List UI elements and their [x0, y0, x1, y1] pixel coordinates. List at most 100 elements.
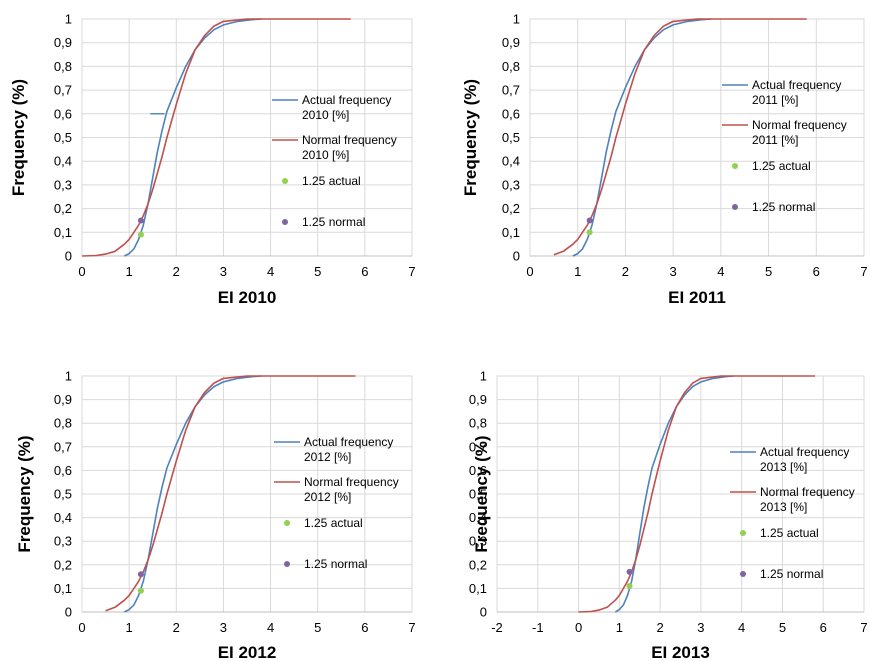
- x-tick-label: 1: [126, 264, 133, 279]
- x-tick-label: 4: [267, 620, 274, 635]
- x-tick-label: 1: [574, 264, 581, 279]
- y-tick-label: 0,7: [54, 83, 72, 98]
- chart-2: 0 0,1 0,2 0,3 0,4 0,5 0,6 0,7 0,8 0,9 1 0 1 2 3 4 5 6 7 EI …: [461, 12, 868, 308]
- x-axis-title: EI 2012: [218, 643, 277, 661]
- y-tick-label: 0,7: [54, 439, 72, 454]
- y-tick-label: 0,3: [502, 177, 520, 192]
- x-tick-label: 3: [220, 620, 227, 635]
- chart-1: 0 0,1 0,2 0,3 0,4 0,5 0,6 0,7 0,8 0,9 1 0 1 2 3 4 5 6 7 EI …: [9, 12, 416, 308]
- chart-4: 0 0,1 0,2 0,3 0,4 0,5 0,6 0,7 0,8 0,9 1 -2 -1 0 1 2 3 4 5 6…: [469, 369, 868, 661]
- y-tick-label: 0,4: [469, 510, 487, 525]
- y-axis-title: Frequency (%): [15, 435, 34, 552]
- legend-dot-actual-swatch: [282, 178, 288, 184]
- actual-frequency-line: [124, 375, 262, 613]
- legend-dot-normal-label: 1.25 normal: [302, 215, 365, 229]
- actual-frequency-line: [572, 18, 712, 257]
- y-tick-label: 0: [65, 249, 72, 264]
- data-point-actual: [137, 231, 144, 238]
- y-tick-label: 0,8: [469, 416, 487, 431]
- legend-normal-label: 2010 [%]: [302, 148, 349, 162]
- legend-actual-label: 2010 [%]: [302, 108, 349, 122]
- x-tick-label: 1: [616, 620, 623, 635]
- x-tick-label: 4: [738, 620, 745, 635]
- x-tick-label: 6: [361, 264, 368, 279]
- y-tick-label: 0,9: [502, 35, 520, 50]
- legend-normal-label: 2013 [%]: [760, 500, 807, 514]
- x-axis-title: EI 2010: [218, 288, 277, 307]
- x-tick-label: 3: [220, 264, 227, 279]
- chart-3: 0 0,1 0,2 0,3 0,4 0,5 0,6 0,7 0,8 0,9 1 0 1 2 3 4 5 6 7 EI …: [15, 369, 416, 661]
- x-tick-label: 5: [314, 264, 321, 279]
- y-tick-label: 0: [480, 605, 487, 620]
- legend-dot-actual-label: 1.25 actual: [302, 174, 361, 188]
- x-axis-title: EI 2011: [668, 288, 726, 307]
- legend-actual-label: Actual frequency: [760, 445, 849, 459]
- y-tick-label: 0,6: [54, 463, 72, 478]
- y-axis-title: Frequency (%): [461, 79, 480, 196]
- normal-frequency-line: [105, 375, 356, 612]
- y-tick-label: 0,7: [469, 439, 487, 454]
- y-tick-label: 0,8: [54, 416, 72, 431]
- legend-dot-actual-swatch: [284, 520, 290, 526]
- x-tick-label: 7: [860, 620, 867, 635]
- x-tick-label: 0: [78, 264, 85, 279]
- legend-dot-actual-label: 1.25 actual: [760, 526, 819, 540]
- data-point-actual: [137, 587, 144, 594]
- data-point-normal: [137, 571, 144, 578]
- x-tick-label: 3: [697, 620, 704, 635]
- normal-frequency-line: [553, 18, 807, 256]
- x-tick-label: 0: [526, 264, 533, 279]
- data-point-normal: [137, 217, 144, 224]
- x-tick-label: 6: [820, 620, 827, 635]
- legend-normal-label: 2012 [%]: [304, 490, 351, 504]
- x-tick-label: 2: [173, 264, 180, 279]
- y-tick-label: 0,5: [54, 487, 72, 502]
- y-tick-label: 0,6: [54, 106, 72, 121]
- data-point-actual: [586, 229, 593, 236]
- y-tick-label: 0,2: [469, 557, 487, 572]
- y-tick-label: 0,9: [469, 392, 487, 407]
- y-axis-title: Frequency (%): [472, 435, 491, 552]
- y-axis-title: Frequency (%): [9, 79, 28, 196]
- y-tick-label: 0,5: [469, 487, 487, 502]
- x-tick-label: 0: [78, 620, 85, 635]
- actual-frequency-line: [124, 18, 262, 257]
- y-tick-label: 0,2: [54, 201, 72, 216]
- y-tick-label: 0,5: [54, 130, 72, 145]
- y-tick-label: 0,4: [502, 154, 520, 169]
- normal-frequency-line: [81, 18, 351, 257]
- data-point-normal: [626, 568, 633, 575]
- x-tick-label: 3: [670, 264, 677, 279]
- x-tick-label: 7: [408, 620, 415, 635]
- legend-dot-normal-swatch: [740, 571, 746, 577]
- y-tick-label: 0,3: [469, 534, 487, 549]
- legend-actual-label: 2012 [%]: [304, 450, 351, 464]
- y-tick-label: 0,3: [54, 177, 72, 192]
- x-tick-label: 6: [813, 264, 820, 279]
- x-tick-label: 2: [173, 620, 180, 635]
- legend-actual-label: Actual frequency: [304, 435, 393, 449]
- y-tick-label: 0,7: [502, 83, 520, 98]
- legend-dot-normal-label: 1.25 normal: [760, 567, 823, 581]
- legend-actual-label: 2013 [%]: [760, 460, 807, 474]
- x-tick-label: 7: [860, 264, 867, 279]
- legend-normal-label: Normal frequency: [302, 133, 397, 147]
- y-tick-label: 0: [65, 605, 72, 620]
- x-tick-label: 5: [779, 620, 786, 635]
- y-tick-label: 0,1: [469, 581, 487, 596]
- y-tick-label: 0,6: [469, 463, 487, 478]
- x-tick-label: 5: [314, 620, 321, 635]
- y-tick-label: 0: [513, 249, 520, 264]
- x-tick-label: 4: [267, 264, 274, 279]
- legend-normal-label: 2011 [%]: [752, 133, 798, 147]
- data-point-normal: [586, 217, 593, 224]
- legend-dot-normal-swatch: [284, 561, 290, 567]
- legend-actual-label: Actual frequency: [302, 93, 391, 107]
- y-tick-label: 0,1: [502, 225, 520, 240]
- y-tick-label: 1: [480, 369, 487, 384]
- legend-normal-label: Normal frequency: [760, 485, 855, 499]
